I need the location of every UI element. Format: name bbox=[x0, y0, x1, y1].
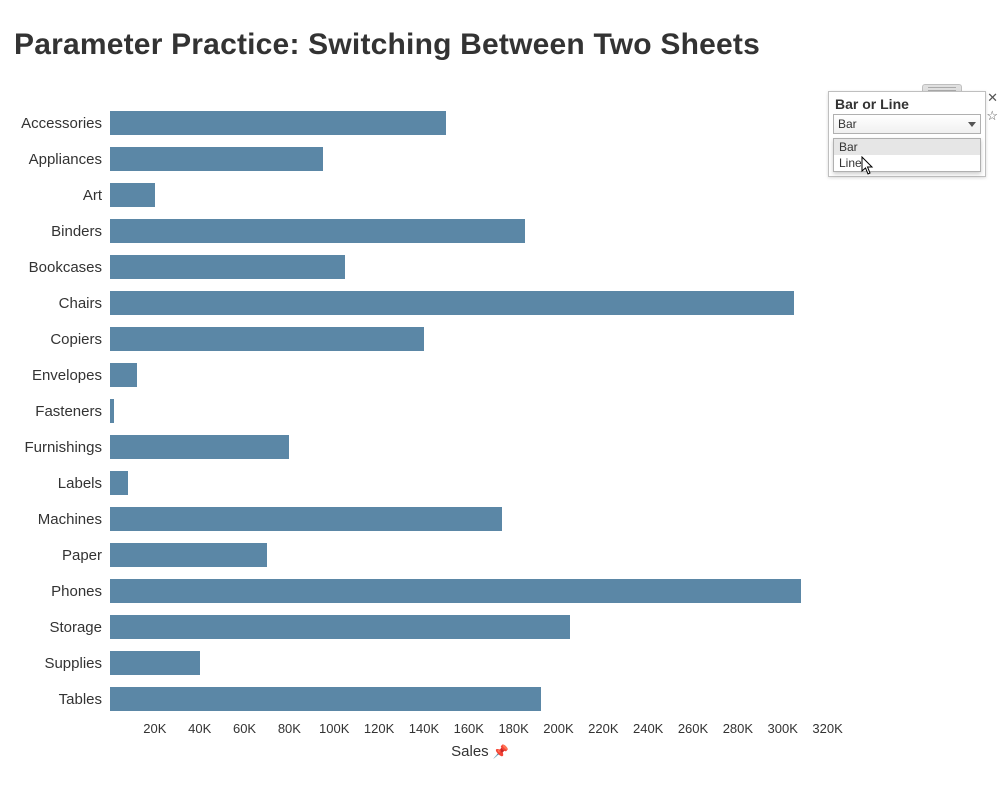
bar-track bbox=[110, 255, 850, 279]
chart-row: Bookcases bbox=[0, 249, 860, 285]
parameter-option[interactable]: Line bbox=[834, 155, 980, 171]
bar[interactable] bbox=[110, 687, 541, 711]
bar[interactable] bbox=[110, 219, 525, 243]
axis-tick: 220K bbox=[588, 721, 618, 736]
axis-tick: 300K bbox=[768, 721, 798, 736]
category-label: Supplies bbox=[0, 655, 110, 672]
chart-row: Labels bbox=[0, 465, 860, 501]
axis-tick: 20K bbox=[143, 721, 166, 736]
chart-row: Machines bbox=[0, 501, 860, 537]
category-label: Bookcases bbox=[0, 259, 110, 276]
axis-tick: 180K bbox=[498, 721, 528, 736]
category-label: Accessories bbox=[0, 115, 110, 132]
bar[interactable] bbox=[110, 111, 446, 135]
bar[interactable] bbox=[110, 615, 570, 639]
bar[interactable] bbox=[110, 255, 345, 279]
bar[interactable] bbox=[110, 327, 424, 351]
bar-track bbox=[110, 651, 850, 675]
pin-icon[interactable]: ☆ bbox=[986, 108, 998, 124]
bar-track bbox=[110, 291, 850, 315]
bar-track bbox=[110, 579, 850, 603]
x-axis-label-text: Sales bbox=[451, 743, 489, 760]
bar[interactable] bbox=[110, 183, 155, 207]
category-label: Phones bbox=[0, 583, 110, 600]
parameter-select[interactable]: Bar bbox=[833, 114, 981, 134]
axis-tick: 40K bbox=[188, 721, 211, 736]
chart-row: Tables bbox=[0, 681, 860, 717]
bar[interactable] bbox=[110, 651, 200, 675]
chart-row: Supplies bbox=[0, 645, 860, 681]
axis-tick: 60K bbox=[233, 721, 256, 736]
category-label: Paper bbox=[0, 547, 110, 564]
parameter-control-panel: Bar or Line Bar BarLine bbox=[828, 91, 986, 177]
category-label: Storage bbox=[0, 619, 110, 636]
bar-track bbox=[110, 399, 850, 423]
bar-track bbox=[110, 147, 850, 171]
category-label: Envelopes bbox=[0, 367, 110, 384]
parameter-title: Bar or Line bbox=[829, 92, 985, 114]
bar-track bbox=[110, 111, 850, 135]
bar-track bbox=[110, 543, 850, 567]
axis-tick: 100K bbox=[319, 721, 349, 736]
axis-tick: 80K bbox=[278, 721, 301, 736]
axis-tick: 160K bbox=[454, 721, 484, 736]
bar[interactable] bbox=[110, 471, 128, 495]
category-label: Labels bbox=[0, 475, 110, 492]
category-label: Art bbox=[0, 187, 110, 204]
bar-track bbox=[110, 471, 850, 495]
category-label: Appliances bbox=[0, 151, 110, 168]
bar-track bbox=[110, 507, 850, 531]
bar-chart: Accessories Appliances Art Binders Bookcases… bbox=[0, 105, 860, 745]
chart-row: Storage bbox=[0, 609, 860, 645]
chart-row: Phones bbox=[0, 573, 860, 609]
category-label: Chairs bbox=[0, 295, 110, 312]
axis-tick: 140K bbox=[409, 721, 439, 736]
bar-track bbox=[110, 183, 850, 207]
category-label: Copiers bbox=[0, 331, 110, 348]
bar[interactable] bbox=[110, 579, 801, 603]
bar[interactable] bbox=[110, 507, 502, 531]
bar-track bbox=[110, 687, 850, 711]
x-axis-label: Sales 📌 bbox=[110, 743, 850, 760]
bar-track bbox=[110, 327, 850, 351]
axis-tick: 240K bbox=[633, 721, 663, 736]
chart-row: Fasteners bbox=[0, 393, 860, 429]
axis-pin-icon[interactable]: 📌 bbox=[493, 744, 509, 759]
bar-track bbox=[110, 615, 850, 639]
category-label: Binders bbox=[0, 223, 110, 240]
category-label: Machines bbox=[0, 511, 110, 528]
chart-row: Furnishings bbox=[0, 429, 860, 465]
bar[interactable] bbox=[110, 363, 137, 387]
category-label: Tables bbox=[0, 691, 110, 708]
bar-track bbox=[110, 219, 850, 243]
bar[interactable] bbox=[110, 147, 323, 171]
chart-row: Appliances bbox=[0, 141, 860, 177]
parameter-option[interactable]: Bar bbox=[834, 139, 980, 155]
bar[interactable] bbox=[110, 435, 289, 459]
chart-row: Art bbox=[0, 177, 860, 213]
bar[interactable] bbox=[110, 399, 114, 423]
chart-row: Paper bbox=[0, 537, 860, 573]
close-icon[interactable]: ✕ bbox=[987, 90, 998, 106]
axis-tick: 260K bbox=[678, 721, 708, 736]
bar[interactable] bbox=[110, 291, 794, 315]
chart-row: Binders bbox=[0, 213, 860, 249]
category-label: Furnishings bbox=[0, 439, 110, 456]
axis-tick: 320K bbox=[812, 721, 842, 736]
bar[interactable] bbox=[110, 543, 267, 567]
parameter-selected-value: Bar bbox=[838, 117, 857, 131]
chart-row: Accessories bbox=[0, 105, 860, 141]
page-title: Parameter Practice: Switching Between Tw… bbox=[14, 28, 760, 62]
chart-row: Envelopes bbox=[0, 357, 860, 393]
chart-row: Copiers bbox=[0, 321, 860, 357]
chevron-down-icon bbox=[968, 122, 976, 127]
axis-tick: 280K bbox=[723, 721, 753, 736]
parameter-dropdown: BarLine bbox=[833, 138, 981, 172]
category-label: Fasteners bbox=[0, 403, 110, 420]
chart-row: Chairs bbox=[0, 285, 860, 321]
bar-track bbox=[110, 435, 850, 459]
bar-track bbox=[110, 363, 850, 387]
axis-tick: 200K bbox=[543, 721, 573, 736]
axis-tick: 120K bbox=[364, 721, 394, 736]
